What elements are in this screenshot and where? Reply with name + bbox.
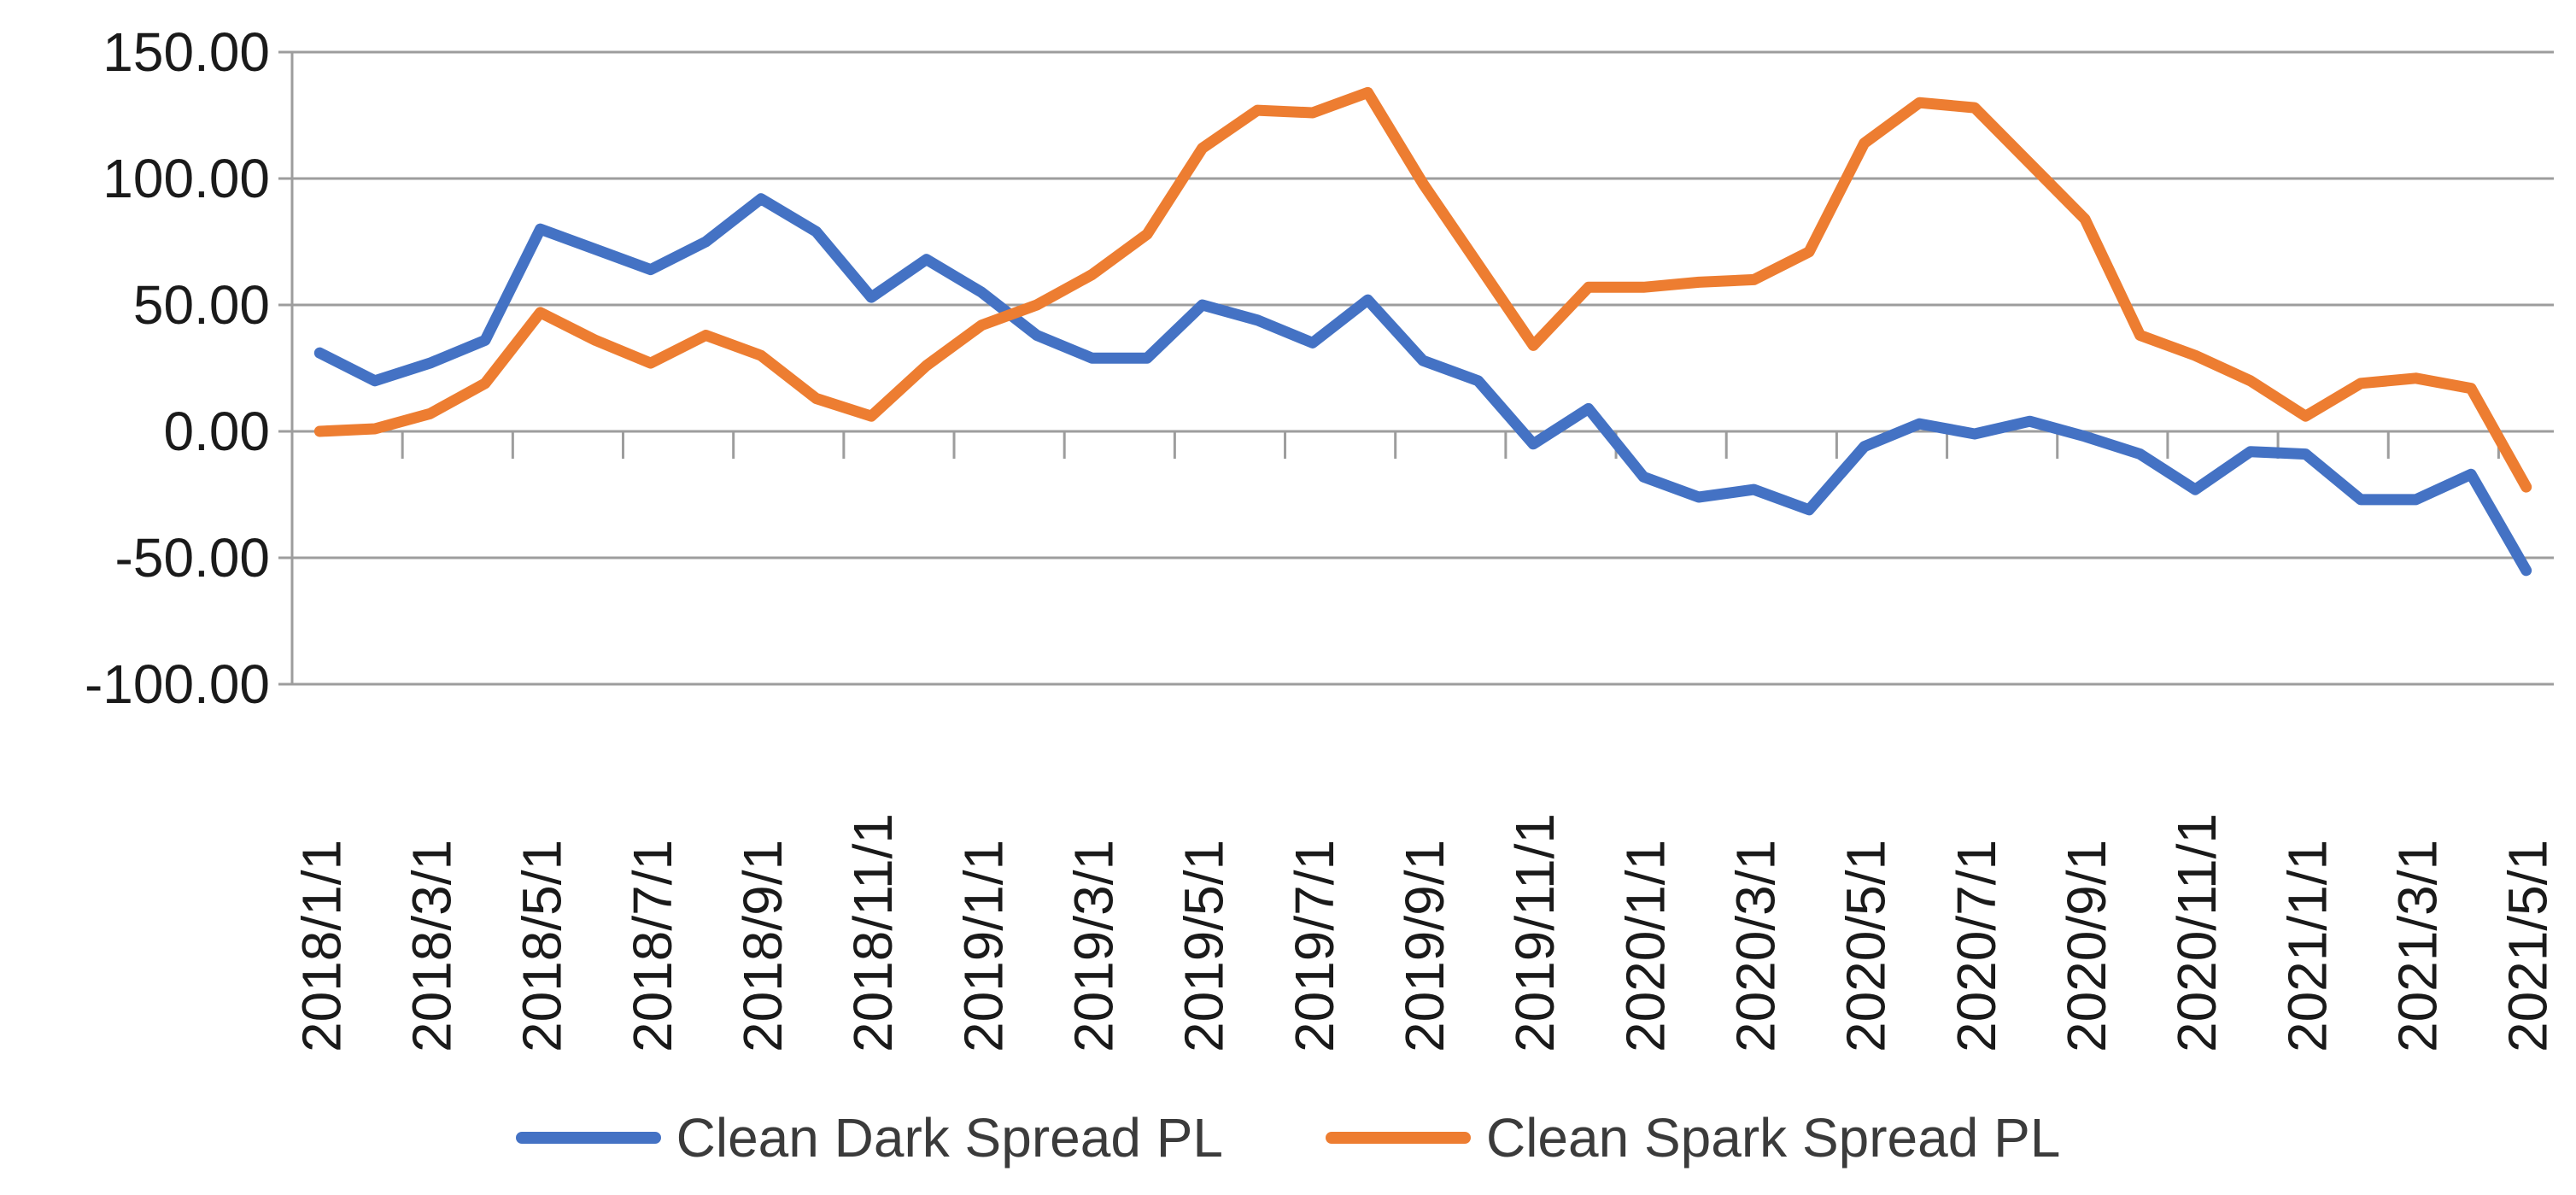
x-axis-label: 2021/3/1	[2387, 840, 2449, 1052]
x-axis-label: 2019/3/1	[1063, 840, 1124, 1052]
x-axis-label: 2020/9/1	[2056, 840, 2117, 1052]
x-axis-label: 2018/5/1	[512, 840, 573, 1052]
x-axis-label: 2020/7/1	[1946, 840, 2007, 1052]
x-axis-label: 2019/1/1	[952, 840, 1014, 1052]
y-axis-label: 50.00	[133, 274, 270, 336]
x-axis-label: 2020/5/1	[1835, 840, 1897, 1052]
x-axis-label: 2020/11/1	[2166, 813, 2228, 1052]
x-axis-label: 2019/9/1	[1394, 840, 1455, 1052]
series-line-clean-spark-spread	[313, 86, 2532, 493]
y-axis-label: 100.00	[102, 148, 270, 209]
series-line-clean-dark-spread	[313, 193, 2532, 577]
x-axis-label: 2018/3/1	[401, 840, 462, 1052]
x-axis-label: 2020/3/1	[1725, 840, 1787, 1052]
x-axis-label: 2019/5/1	[1174, 840, 1235, 1052]
x-axis-label: 2019/7/1	[1284, 840, 1345, 1052]
x-axis-label: 2018/1/1	[290, 840, 352, 1052]
y-axis-label: -100.00	[85, 653, 270, 715]
x-axis-label: 2020/1/1	[1614, 840, 1676, 1052]
y-axis-label: 150.00	[102, 21, 270, 83]
y-axis-label: 0.00	[163, 401, 270, 462]
x-axis-label: 2018/7/1	[622, 840, 683, 1052]
y-axis-label: -50.00	[115, 527, 270, 589]
x-axis-label: 2021/5/1	[2497, 840, 2559, 1052]
x-axis-label: 2019/11/1	[1504, 813, 1566, 1052]
x-axis-label: 2021/1/1	[2276, 840, 2338, 1052]
x-axis-label: 2018/9/1	[732, 840, 793, 1052]
x-axis-label: 2018/11/1	[842, 813, 904, 1052]
